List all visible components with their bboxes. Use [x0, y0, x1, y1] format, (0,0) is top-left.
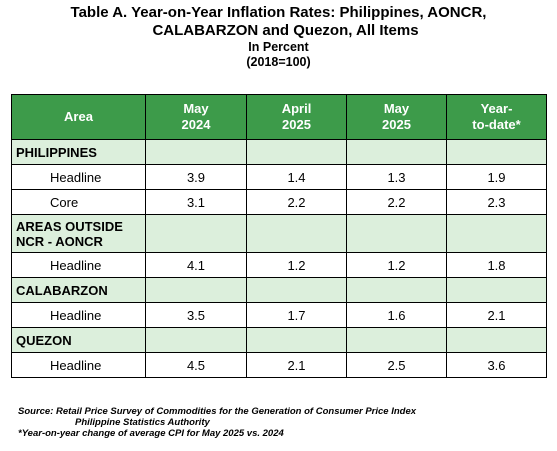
row-label: Headline: [11, 352, 146, 378]
unit-label: In Percent: [248, 40, 309, 54]
section-row-quezon: QUEZON: [11, 327, 547, 353]
source-agency-line: Philippine Statistics Authority: [75, 417, 210, 428]
cell-value: 1.7: [246, 302, 347, 328]
base-year-label: (2018=100): [246, 55, 311, 69]
cell-value: 2.5: [346, 352, 447, 378]
title-line-1: Table A. Year-on-Year Inflation Rates: P…: [70, 4, 487, 21]
section-label: QUEZON: [11, 327, 146, 353]
cell-value: 1.2: [246, 252, 347, 278]
header-april-2025: April 2025: [246, 94, 347, 140]
header-may-2025: May 2025: [346, 94, 447, 140]
table-row: Core 3.1 2.2 2.2 2.3: [11, 189, 547, 215]
title-line-2: CALABARZON and Quezon, All Items: [152, 22, 419, 39]
section-row-philippines: PHILIPPINES: [11, 139, 547, 165]
table-row: Headline 3.5 1.7 1.6 2.1: [11, 302, 547, 328]
section-label: AREAS OUTSIDE NCR - AONCR: [11, 214, 146, 253]
cell-value: 1.3: [346, 164, 447, 190]
header-area: Area: [11, 94, 146, 140]
inflation-table: Area May 2024 April 2025 May 2025 Year-to-d…: [11, 94, 547, 378]
cell-value: 2.3: [446, 189, 547, 215]
source-line: Source: Retail Price Survey of Commoditi…: [18, 406, 417, 417]
cell-value: 3.5: [145, 302, 247, 328]
table-row: Headline 4.1 1.2 1.2 1.8: [11, 252, 547, 278]
cell-value: 3.9: [145, 164, 247, 190]
header-year-to-date: Year-to-date*: [446, 94, 547, 140]
header-may-2024: May 2024: [145, 94, 247, 140]
row-label: Headline: [11, 252, 146, 278]
table-row: Headline 4.5 2.1 2.5 3.6: [11, 352, 547, 378]
section-label: PHILIPPINES: [11, 139, 146, 165]
cell-value: 4.1: [145, 252, 247, 278]
cell-value: 2.2: [246, 189, 347, 215]
cell-value: 1.9: [446, 164, 547, 190]
cell-value: 2.1: [446, 302, 547, 328]
row-label: Core: [11, 189, 146, 215]
cell-value: 1.4: [246, 164, 347, 190]
ytd-note: *Year-on-year change of average CPI for …: [18, 428, 284, 439]
cell-value: 4.5: [145, 352, 247, 378]
section-row-aoncr: AREAS OUTSIDE NCR - AONCR: [11, 214, 547, 253]
section-label: CALABARZON: [11, 277, 146, 303]
header-row: Area May 2024 April 2025 May 2025 Year-to-d…: [11, 94, 547, 140]
row-label: Headline: [11, 164, 146, 190]
cell-value: 2.1: [246, 352, 347, 378]
table-row: Headline 3.9 1.4 1.3 1.9: [11, 164, 547, 190]
cell-value: 2.2: [346, 189, 447, 215]
cell-value: 3.6: [446, 352, 547, 378]
cell-value: 1.2: [346, 252, 447, 278]
row-label: Headline: [11, 302, 146, 328]
cell-value: 1.8: [446, 252, 547, 278]
cell-value: 1.6: [346, 302, 447, 328]
footnotes: Source: Retail Price Survey of Commoditi…: [18, 406, 416, 439]
section-row-calabarzon: CALABARZON: [11, 277, 547, 303]
table-title: Table A. Year-on-Year Inflation Rates: P…: [0, 4, 557, 70]
cell-value: 3.1: [145, 189, 247, 215]
